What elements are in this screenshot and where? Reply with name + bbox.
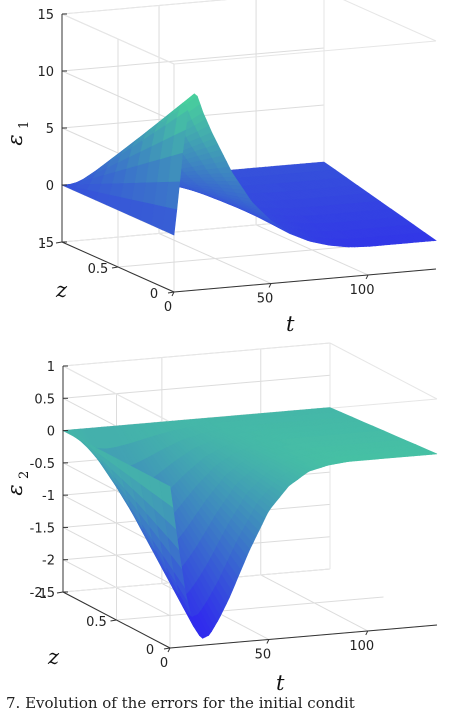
- y-tick-label-1: 0.5: [88, 262, 109, 277]
- z-tick-label-0: -5: [41, 236, 54, 251]
- z-tick-label-4: -0.5: [30, 457, 55, 472]
- x-axis-label: t: [286, 312, 295, 336]
- z-tick-label-6: 0.5: [34, 392, 55, 407]
- surface-patch: [217, 166, 233, 174]
- grid-line: [116, 596, 384, 621]
- y-tick-label-0: 0: [146, 643, 154, 658]
- x-tick-mark: [167, 647, 171, 653]
- z-tick-label-4: 15: [37, 8, 54, 23]
- surface-patch: [220, 172, 236, 178]
- y-tick-mark: [56, 591, 64, 594]
- x-tick-mark: [171, 291, 175, 297]
- x-tick-label-2: 100: [350, 283, 375, 298]
- x-tick-label-1: 50: [255, 647, 272, 662]
- z-axis-label: ε1: [3, 121, 32, 146]
- y-tick-label-2: 1: [38, 237, 46, 252]
- y-tick-mark: [163, 647, 171, 650]
- box-edge: [62, 342, 331, 367]
- surface-patch: [162, 206, 178, 236]
- x-tick-mark: [266, 639, 270, 644]
- box-edge: [342, 0, 437, 42]
- grid-line: [62, 374, 331, 399]
- x-tick-label-0: 0: [160, 656, 168, 671]
- y-tick-mark: [167, 291, 175, 294]
- z-tick-label-3: 10: [37, 65, 54, 80]
- box-edge: [329, 342, 438, 400]
- grid-line: [117, 243, 381, 268]
- figure-caption: 7. Evolution of the errors for the initi…: [6, 694, 355, 711]
- x-tick-mark: [268, 283, 272, 288]
- y-tick-mark: [110, 619, 117, 622]
- x-tick-label-1: 50: [257, 291, 274, 306]
- grid-line: [61, 47, 325, 72]
- z-tick-label-7: 1: [47, 360, 55, 375]
- x-axis-label: t: [276, 671, 285, 695]
- surface-patch: [421, 232, 437, 242]
- surface: [61, 407, 438, 639]
- box-edge: [173, 40, 437, 65]
- z-tick-label-1: 0: [46, 179, 54, 194]
- x-tick-label-0: 0: [164, 300, 172, 315]
- y-tick-label-0: 0: [150, 287, 158, 302]
- box-edge: [61, 0, 228, 15]
- z-tick-label-2: 5: [46, 122, 54, 137]
- z-axis-label-main: ε: [3, 484, 27, 495]
- z-axis-label-main: ε: [3, 134, 27, 145]
- x-axis-line: [169, 624, 438, 649]
- x-axis-line: [173, 268, 437, 293]
- x-tick-mark: [365, 274, 369, 280]
- z-axis-label-subscript: 2: [17, 471, 32, 479]
- y-axis-label: z: [55, 278, 68, 302]
- y-tick-label-1: 0.5: [86, 615, 107, 630]
- z-tick-label-3: -1: [42, 489, 55, 504]
- x-tick-label-2: 100: [349, 639, 374, 654]
- y-axis-label: z: [47, 645, 60, 669]
- box-edge: [61, 13, 175, 65]
- y-tick-mark: [55, 241, 63, 244]
- surface-patch: [423, 448, 438, 455]
- z-tick-label-1: -2: [42, 554, 55, 569]
- box-edge: [62, 365, 171, 423]
- z-axis-label: ε2: [3, 471, 32, 496]
- z-tick-label-0: -2.5: [30, 586, 55, 601]
- z-tick-label-2: -1.5: [30, 521, 55, 536]
- y-tick-label-2: 1: [39, 587, 47, 602]
- y-tick-mark: [111, 266, 119, 269]
- z-axis-label-subscript: 1: [17, 121, 32, 129]
- z-tick-label-5: 0: [47, 425, 55, 440]
- surface: [60, 93, 437, 248]
- x-tick-mark: [365, 630, 369, 636]
